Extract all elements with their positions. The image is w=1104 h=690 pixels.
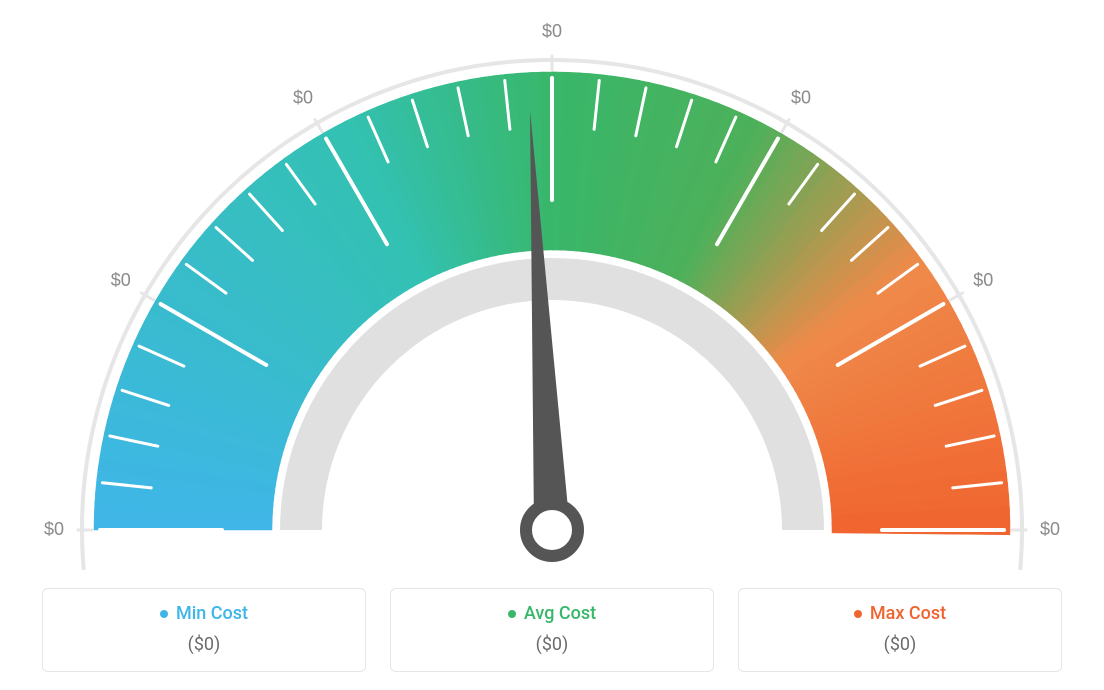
legend-dot-max: [854, 610, 862, 618]
svg-text:$0: $0: [293, 87, 313, 107]
legend-label-max: Max Cost: [870, 603, 946, 624]
legend-title-max: Max Cost: [854, 603, 946, 624]
gauge-svg: $0 $0 $0 $0 $0 $0 $0: [42, 10, 1062, 570]
svg-text:$0: $0: [44, 519, 64, 539]
cost-gauge-chart: $0 $0 $0 $0 $0 $0 $0 Min Cost ($0) Avg Cost ($…: [0, 0, 1104, 690]
legend-label-min: Min Cost: [176, 603, 248, 624]
legend-value-min: ($0): [53, 634, 355, 655]
legend-value-max: ($0): [749, 634, 1051, 655]
svg-text:$0: $0: [973, 270, 993, 290]
legend-row: Min Cost ($0) Avg Cost ($0) Max Cost ($0…: [0, 588, 1104, 673]
svg-text:$0: $0: [111, 270, 131, 290]
legend-card-max: Max Cost ($0): [738, 588, 1062, 673]
legend-label-avg: Avg Cost: [524, 603, 596, 624]
legend-card-min: Min Cost ($0): [42, 588, 366, 673]
legend-title-min: Min Cost: [160, 603, 248, 624]
gauge-area: $0 $0 $0 $0 $0 $0 $0: [0, 0, 1104, 560]
legend-value-avg: ($0): [401, 634, 703, 655]
svg-text:$0: $0: [791, 87, 811, 107]
legend-title-avg: Avg Cost: [508, 603, 596, 624]
legend-card-avg: Avg Cost ($0): [390, 588, 714, 673]
legend-dot-min: [160, 610, 168, 618]
svg-text:$0: $0: [542, 21, 562, 41]
svg-text:$0: $0: [1040, 519, 1060, 539]
legend-dot-avg: [508, 610, 516, 618]
